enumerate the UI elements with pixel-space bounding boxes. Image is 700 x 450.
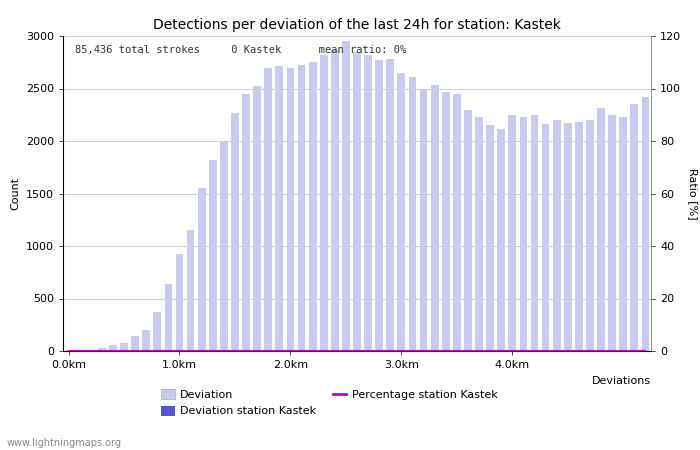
Bar xyxy=(320,55,328,351)
Bar xyxy=(398,73,405,351)
Bar xyxy=(153,312,161,351)
Bar xyxy=(309,62,316,351)
Bar xyxy=(620,117,627,351)
Bar xyxy=(109,345,117,351)
Bar xyxy=(131,336,139,351)
Bar xyxy=(586,120,594,351)
Y-axis label: Ratio [%]: Ratio [%] xyxy=(688,168,698,219)
Bar xyxy=(575,122,583,351)
Bar xyxy=(164,284,172,351)
Bar xyxy=(220,141,228,351)
Bar xyxy=(120,342,128,351)
Bar xyxy=(375,60,383,351)
Bar xyxy=(187,230,195,351)
Bar xyxy=(353,52,361,351)
Bar xyxy=(519,117,527,351)
Title: Detections per deviation of the last 24h for station: Kastek: Detections per deviation of the last 24h… xyxy=(153,18,561,32)
Bar xyxy=(286,68,294,351)
Bar xyxy=(242,94,250,351)
Bar xyxy=(253,86,261,351)
Bar xyxy=(642,97,650,351)
Bar xyxy=(631,104,638,351)
Bar xyxy=(87,350,94,351)
Bar xyxy=(564,123,572,351)
Bar xyxy=(442,92,449,351)
Bar xyxy=(453,94,461,351)
Bar xyxy=(142,330,150,351)
Legend: Deviation, Deviation station Kastek, Percentage station Kastek: Deviation, Deviation station Kastek, Per… xyxy=(157,385,502,421)
Y-axis label: Count: Count xyxy=(10,177,20,210)
Bar xyxy=(464,109,472,351)
Bar xyxy=(420,90,428,351)
Text: www.lightningmaps.org: www.lightningmaps.org xyxy=(7,438,122,448)
Bar xyxy=(386,59,394,351)
Bar xyxy=(409,77,416,351)
Bar xyxy=(597,108,605,351)
Bar xyxy=(475,117,483,351)
Bar xyxy=(342,41,350,351)
Bar xyxy=(542,124,550,351)
Text: Deviations: Deviations xyxy=(592,376,651,386)
Bar xyxy=(553,120,561,351)
Bar xyxy=(608,115,616,351)
Bar xyxy=(176,254,183,351)
Bar xyxy=(298,65,305,351)
Bar xyxy=(331,50,339,351)
Bar xyxy=(209,160,217,351)
Bar xyxy=(231,112,239,351)
Bar xyxy=(98,348,106,351)
Text: 85,436 total strokes     0 Kastek      mean ratio: 0%: 85,436 total strokes 0 Kastek mean ratio… xyxy=(75,45,406,55)
Bar xyxy=(198,188,206,351)
Bar xyxy=(508,115,516,351)
Bar xyxy=(430,86,438,351)
Bar xyxy=(265,68,272,351)
Bar xyxy=(364,55,372,351)
Bar xyxy=(497,130,505,351)
Bar xyxy=(531,115,538,351)
Bar xyxy=(276,67,284,351)
Bar xyxy=(486,125,494,351)
